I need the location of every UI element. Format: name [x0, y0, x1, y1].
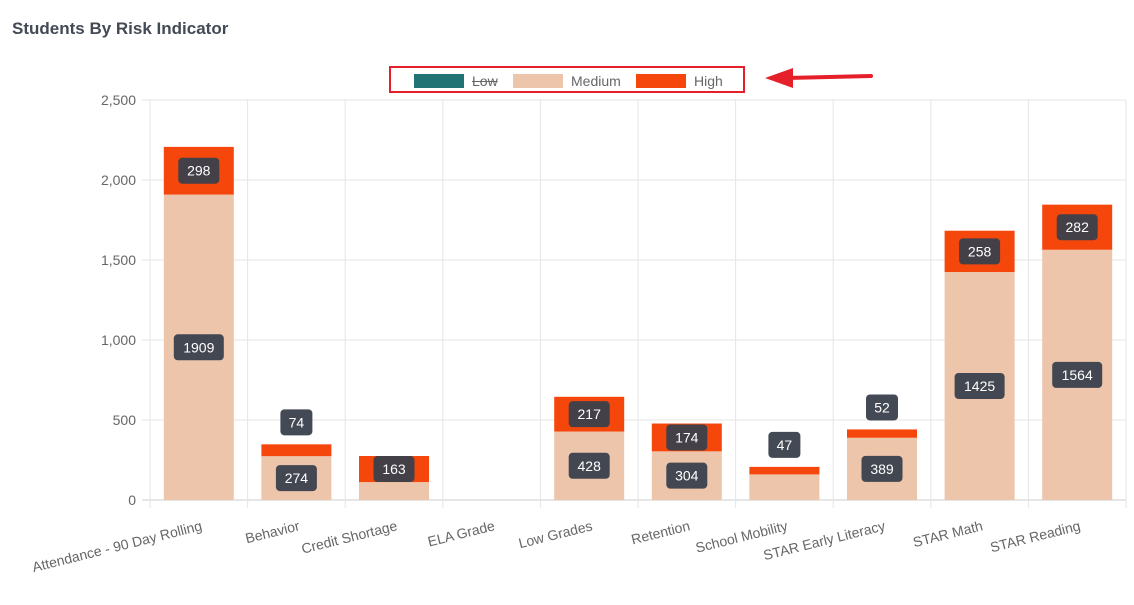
data-label-high: 52	[874, 399, 890, 415]
legend-label-low: Low	[472, 73, 498, 89]
legend: Low Medium High	[389, 66, 745, 93]
data-label-medium-box	[275, 465, 317, 492]
y-tick-label: 2,000	[101, 172, 136, 188]
data-label-high: 258	[968, 243, 992, 259]
bar-high	[261, 444, 332, 457]
data-label-medium: 304	[675, 468, 699, 484]
data-label-high-box	[373, 456, 415, 483]
legend-label-high: High	[694, 73, 723, 89]
y-tick-label: 1,500	[101, 252, 136, 268]
data-label-high-box	[768, 431, 801, 458]
legend-item-medium[interactable]: Medium	[513, 73, 621, 89]
x-tick-label: Behavior	[244, 517, 302, 546]
data-label-high-box	[959, 238, 1001, 265]
data-label-high: 298	[187, 163, 211, 179]
data-label-high-box	[1056, 214, 1098, 241]
x-tick-label: Low Grades	[517, 517, 594, 551]
data-label-medium: 1909	[183, 339, 214, 355]
data-label-high-box	[568, 401, 610, 428]
legend-swatch-medium	[513, 74, 563, 88]
data-label-high-box	[666, 424, 708, 451]
data-label-medium-box	[568, 452, 610, 479]
data-label-high: 217	[578, 406, 602, 422]
y-tick-label: 1,000	[101, 332, 136, 348]
arrow-annotation-icon	[765, 68, 873, 88]
data-label-medium: 274	[285, 470, 309, 486]
x-tick-label: STAR Math	[911, 517, 984, 550]
data-label-high: 174	[675, 429, 699, 445]
data-label-high-box	[866, 394, 898, 421]
data-label-high: 282	[1066, 219, 1090, 235]
data-label-medium: 1564	[1062, 367, 1093, 383]
legend-swatch-low	[414, 74, 464, 88]
x-tick-label: Credit Shortage	[300, 517, 399, 556]
legend-label-medium: Medium	[571, 73, 621, 89]
y-tick-label: 0	[128, 492, 136, 508]
data-label-medium-box	[1052, 361, 1103, 388]
y-tick-label: 2,500	[101, 92, 136, 108]
legend-swatch-high	[636, 74, 686, 88]
x-tick-label: Retention	[629, 517, 691, 547]
bar-medium	[749, 474, 820, 500]
legend-item-low[interactable]: Low	[414, 73, 498, 89]
data-label-medium: 389	[870, 461, 894, 477]
bar-high	[749, 466, 820, 475]
chart-title: Students By Risk Indicator	[12, 19, 229, 38]
x-tick-label: ELA Grade	[426, 517, 497, 549]
data-label-medium-box	[954, 373, 1005, 399]
legend-item-high[interactable]: High	[636, 73, 723, 89]
data-label-high-box	[178, 157, 220, 184]
y-tick-label: 500	[113, 412, 137, 428]
data-label-medium-box	[173, 334, 224, 361]
data-label-high-box	[280, 409, 313, 436]
data-label-medium-box	[666, 462, 708, 489]
data-label-high: 74	[289, 414, 305, 430]
data-label-high: 47	[777, 437, 793, 453]
x-tick-label: Attendance - 90 Day Rolling	[31, 517, 204, 575]
data-label-high: 163	[382, 461, 406, 477]
bar-high	[847, 429, 917, 438]
x-tick-label: STAR Reading	[988, 517, 1081, 555]
data-label-medium: 1425	[964, 378, 995, 394]
data-label-medium: 428	[578, 458, 602, 474]
bar-medium	[359, 482, 429, 500]
data-label-medium-box	[861, 455, 903, 482]
